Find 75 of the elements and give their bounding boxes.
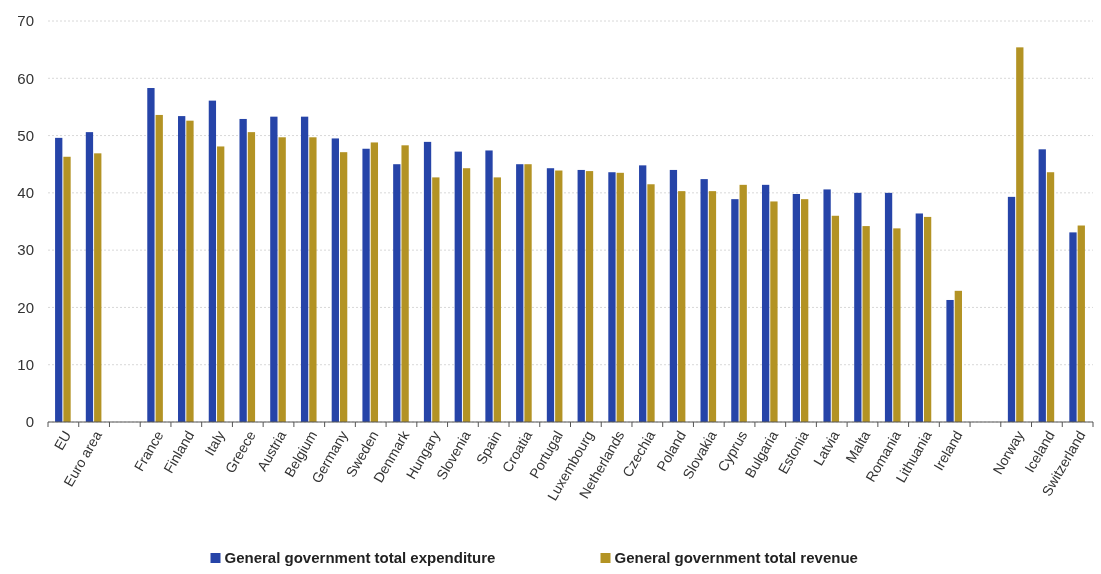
x-tick-label: EU [50,427,75,453]
bar [331,138,339,422]
bar [339,152,348,422]
legend-label: General government total expenditure [224,549,496,566]
bar [639,165,647,422]
y-tick-label: 30 [17,241,34,259]
bar [854,192,862,422]
y-tick-label: 60 [17,69,34,87]
bar [608,172,616,422]
y-tick-label: 50 [17,126,34,144]
bar [862,226,870,422]
bar [186,120,194,422]
bar [85,132,94,422]
bar [801,199,809,422]
bar [147,88,155,422]
bar [585,171,594,422]
bar [362,148,370,422]
bar [239,118,247,422]
y-tick-label: 20 [17,298,34,316]
bar [946,299,954,422]
bar [1038,149,1046,422]
bar [823,189,831,422]
bar [700,179,708,422]
bar [423,141,432,422]
y-tick-label: 40 [17,184,34,202]
bar [278,137,286,422]
bar [393,164,401,422]
bar [647,184,655,422]
bar [493,177,501,422]
bar [708,191,717,422]
bar [1046,172,1055,422]
bar [178,116,186,422]
bar [577,169,585,422]
bar [669,169,678,422]
bar [247,132,256,422]
bar [915,213,923,422]
bar [300,116,309,422]
bar [739,184,747,422]
bar [63,156,71,422]
y-tick-label: 70 [17,12,34,30]
bar [546,168,555,422]
bar [401,145,409,422]
bar [485,150,493,422]
bar [370,142,379,422]
bar [516,164,524,422]
bar [1077,225,1085,422]
bar [208,100,217,422]
bar [1069,232,1077,422]
y-tick-label: 0 [25,413,34,431]
bar [155,114,163,422]
bar [770,201,778,422]
bar [884,192,893,422]
bar [55,137,63,422]
bar [462,168,471,422]
bar [1007,196,1016,422]
bar [1016,47,1024,422]
legend-label: General government total revenue [614,549,858,566]
bar [893,228,901,422]
bar [555,170,563,422]
bar [792,194,801,422]
bar [217,146,225,422]
bar [454,151,462,422]
bar [923,216,932,422]
bar [731,199,739,422]
bar [954,290,962,422]
bar [94,153,102,422]
bar [524,164,532,422]
bar [761,184,770,422]
bar [831,215,840,422]
bar [432,177,440,422]
bar [678,191,686,422]
bar [616,172,624,422]
y-tick-label: 10 [17,355,34,373]
bar [309,137,317,422]
bar [270,116,278,422]
